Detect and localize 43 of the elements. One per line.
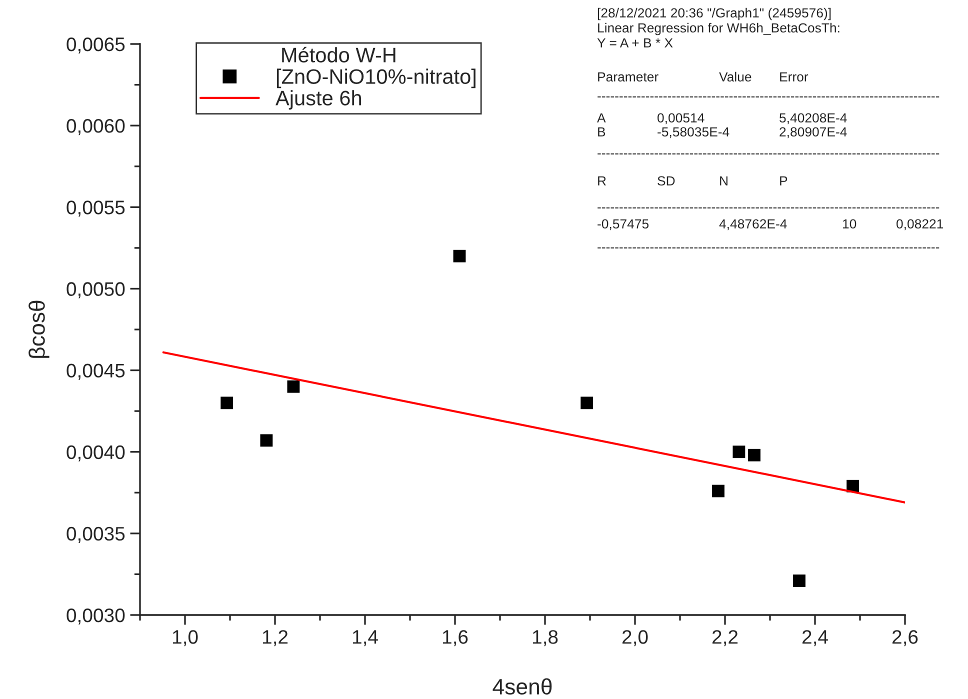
y-tick-label: 0,0040 [66,445,125,462]
point [732,446,746,458]
x-tick-label: 1,4 [352,630,378,646]
x-tick-label: 2,6 [892,630,918,646]
annotation: Y = A + B * X [597,38,673,48]
y-tick-label: 0,0065 [66,37,125,54]
x-tick-label: 2,4 [802,630,828,646]
y-tick-label: 0,0050 [66,282,125,298]
annotation: ------------------------------------------------------------------------------ [598,153,940,154]
x-tick-label: 2,2 [712,630,738,646]
point [260,434,273,447]
point [580,396,594,410]
point [287,380,300,393]
y-tick-label: 0,0060 [66,119,125,136]
y-tick-label: 0,0045 [66,364,125,380]
text: [28/12/2021 20:36 "/Graph1" (2459576)] [598,8,831,20]
y-tick-label: 0,0030 [66,608,125,625]
x-tick-label: 1,8 [532,630,558,646]
x-tick-label: 1,6 [442,630,468,646]
annotation: ------------------------------------------------------------------------------ [598,207,940,208]
x-tick-label: 1,2 [262,630,288,646]
x-tick-label: 1,0 [172,630,198,646]
point [712,484,724,498]
point [748,448,760,462]
point [793,574,806,587]
text: R SD N P [598,176,788,186]
text: A 0,00514 5,40208E-4 [597,113,847,124]
text: B -5,58035E-4 2,80907E-4 [598,127,847,138]
annotation: ------------------------------------------------------------------------------ [598,96,940,98]
point [220,396,234,410]
legend-title: Método W-H [282,46,396,62]
point [453,250,466,262]
y-tick-label: 0,0035 [66,526,125,543]
x-tick-label: 2,0 [622,630,648,646]
x-axis-title: 4senθ [492,678,552,695]
y-axis-title: βcosθ [28,300,50,358]
text: Parameter Value Error [598,72,808,82]
text: Linear Regression for WH6h_BetaCosTh: [598,22,840,36]
annotation: ------------------------------------------------------------------------------ [598,247,940,248]
text: -0,57475 4,48762E-4 10 0,08221 [598,219,944,230]
legend-label: [ZnO-NiO10%-nitrato] [276,68,476,88]
legend-label: Ajuste 6h [276,90,361,110]
y-tick-label: 0,0055 [66,200,125,217]
